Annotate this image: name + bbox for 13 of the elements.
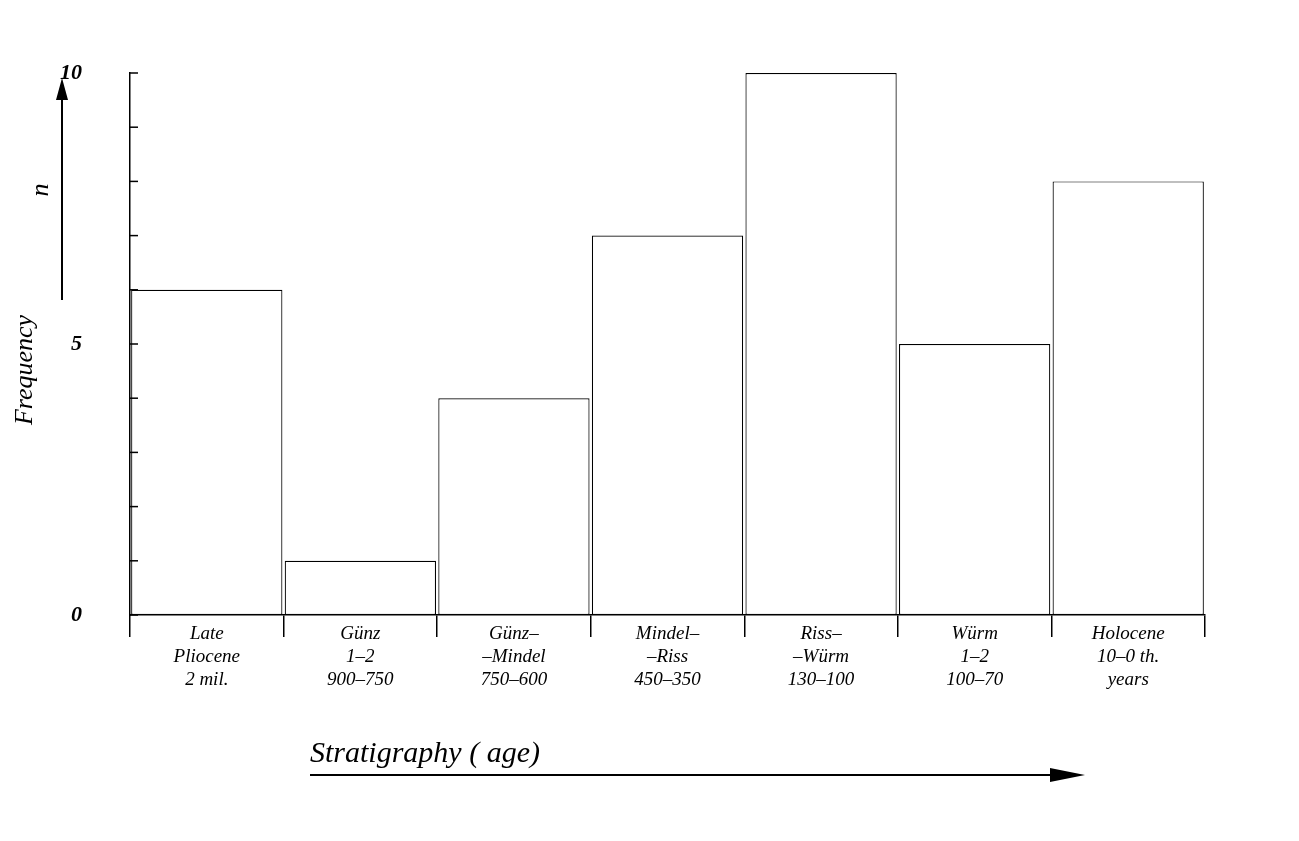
x-tick-label: Riss– –Würm 130–100 [787, 622, 855, 689]
y-tick-label: 0 [71, 600, 82, 626]
text: n [25, 183, 55, 197]
x-tick-label: Mindel– –Riss 450–350 [634, 622, 702, 689]
x-tick-label: Günz– –Mindel 750–600 [480, 622, 548, 689]
y-tick-label: 10 [60, 58, 82, 84]
x-axis-title: Stratigraphy ( age) [310, 735, 540, 769]
x-tick-label: Late Pliocene 2 mil. [172, 622, 241, 689]
x-tick-label: Würm 1–2 100–70 [946, 622, 1004, 689]
y-axis-title: Frequency [9, 314, 39, 426]
x-tick-label: Günz 1–2 900–750 [327, 622, 395, 689]
y-tick-label: 5 [71, 329, 82, 355]
x-tick-label: Holocene 10–0 th. years [1090, 622, 1165, 689]
